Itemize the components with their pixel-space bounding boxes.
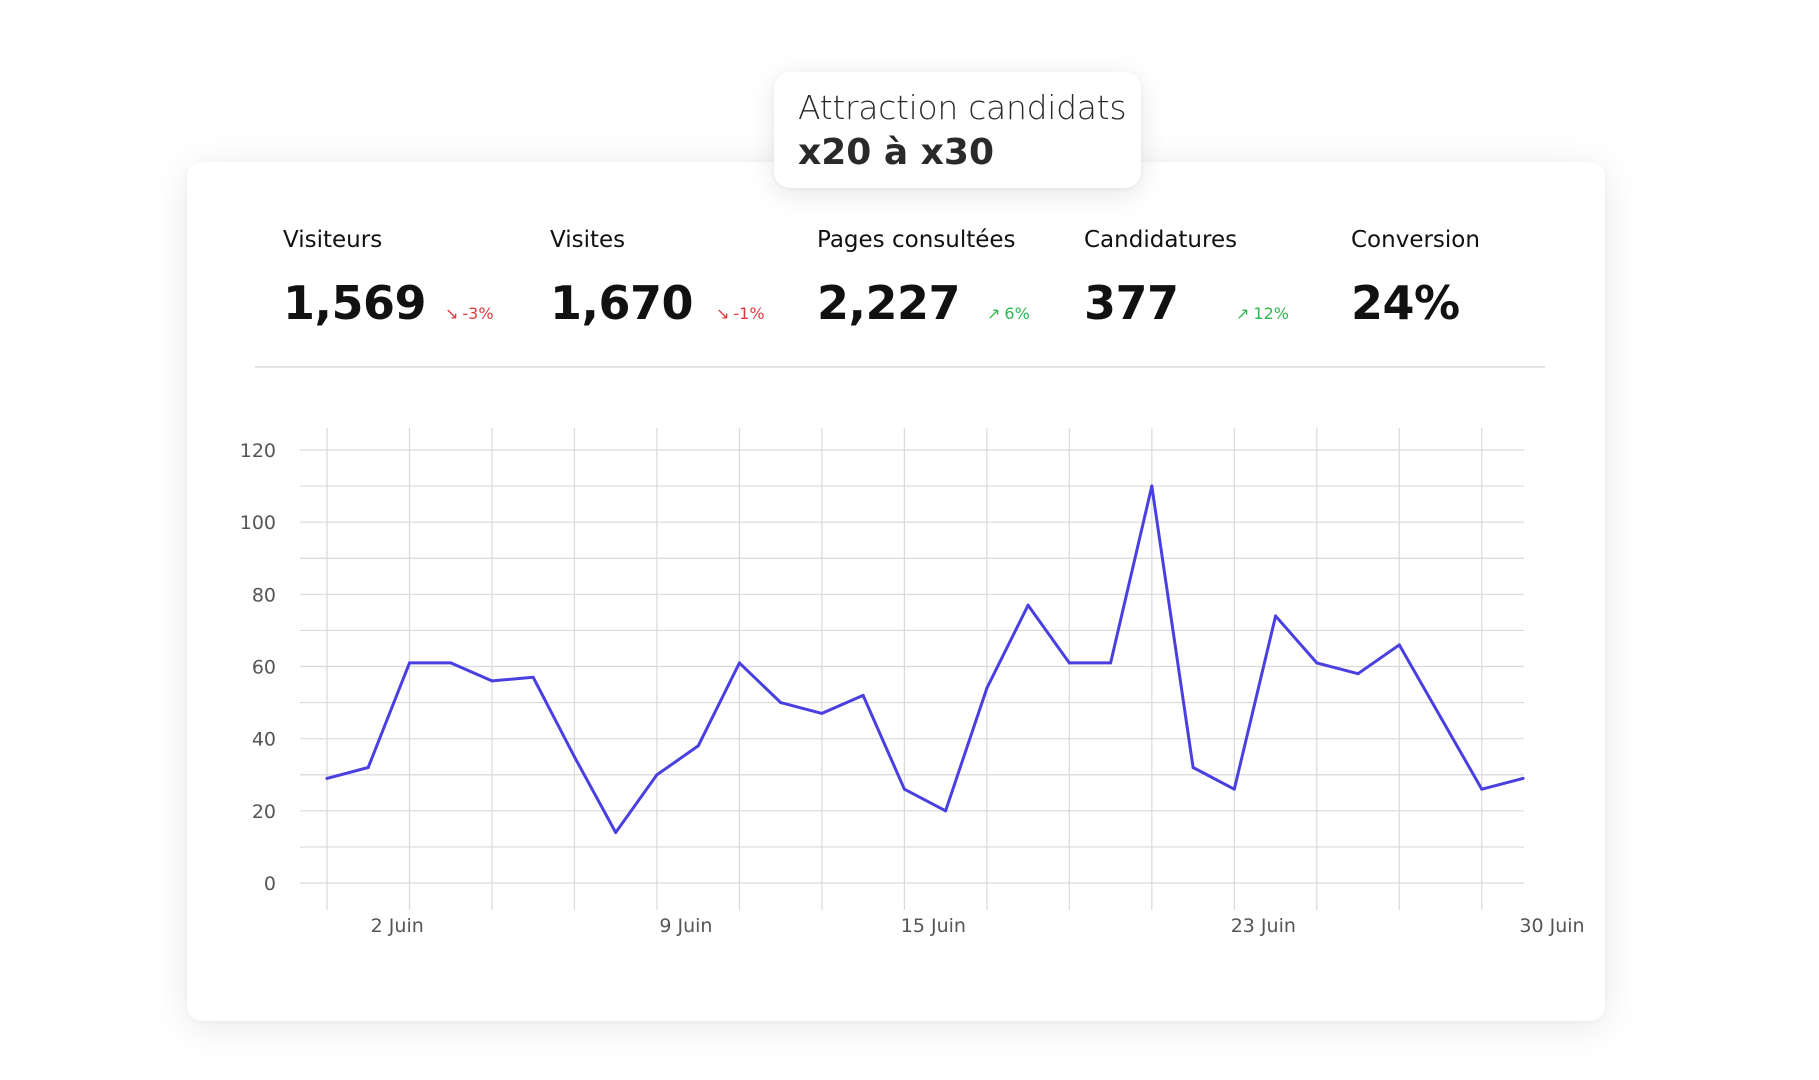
stat-delta: ↘ -3% xyxy=(445,304,494,323)
x-tick-label: 2 Juin xyxy=(371,915,424,937)
stat-pages-consultees: Pages consultées 2,227 ↗ 6% xyxy=(817,222,1085,332)
data-point xyxy=(1315,661,1319,665)
data-point xyxy=(861,693,865,697)
y-tick-label: 20 xyxy=(252,801,276,823)
arrow-up-icon: ↗ xyxy=(1236,304,1250,323)
data-point xyxy=(944,809,948,813)
data-point xyxy=(366,766,370,770)
stat-conversion: Conversion 24% xyxy=(1351,222,1619,332)
stat-label: Pages consultées xyxy=(817,227,1016,253)
y-tick-label: 120 xyxy=(240,440,276,462)
data-point xyxy=(572,755,576,759)
delta-value: -3% xyxy=(462,304,494,323)
stat-candidatures: Candidatures 377 ↗ 12% xyxy=(1084,222,1352,332)
data-point xyxy=(655,773,659,777)
x-tick-label: 15 Juin xyxy=(901,915,966,937)
stat-value: 377 xyxy=(1084,276,1179,330)
badge-title: Attraction candidats xyxy=(798,88,1127,127)
arrow-down-icon: ↘ xyxy=(716,304,730,323)
stat-label: Visites xyxy=(550,227,626,253)
data-point xyxy=(779,701,783,705)
data-point xyxy=(1232,787,1236,791)
stat-value: 2,227 xyxy=(817,276,961,330)
data-point xyxy=(1521,776,1525,780)
data-point xyxy=(820,711,824,715)
series-line xyxy=(325,484,1525,834)
data-point xyxy=(490,679,494,683)
data-point xyxy=(1026,603,1030,607)
data-point xyxy=(737,661,741,665)
stat-label: Conversion xyxy=(1351,227,1480,253)
data-point xyxy=(1067,661,1071,665)
data-point xyxy=(449,661,453,665)
data-point xyxy=(1480,787,1484,791)
data-point xyxy=(1150,484,1154,488)
data-point xyxy=(1274,614,1278,618)
analytics-card xyxy=(187,162,1605,1021)
stat-value: 1,569 xyxy=(283,276,427,330)
stat-value: 1,670 xyxy=(550,276,694,330)
stat-label: Visiteurs xyxy=(283,227,383,253)
badge-value: x20 à x30 xyxy=(798,132,994,173)
y-tick-label: 60 xyxy=(252,657,276,679)
data-point xyxy=(696,744,700,748)
delta-value: 12% xyxy=(1253,304,1289,323)
data-point xyxy=(1356,672,1360,676)
x-tick-label: 30 Juin xyxy=(1519,915,1584,937)
y-tick-label: 100 xyxy=(240,512,276,534)
arrow-up-icon: ↗ xyxy=(987,304,1001,323)
data-point xyxy=(1397,643,1401,647)
arrow-down-icon: ↘ xyxy=(445,304,459,323)
delta-value: -1% xyxy=(733,304,765,323)
stat-delta: ↗ 12% xyxy=(1236,304,1289,323)
stat-value: 24% xyxy=(1351,276,1460,330)
data-point xyxy=(1191,766,1195,770)
stats-divider xyxy=(255,366,1545,368)
data-point xyxy=(325,776,329,780)
data-point xyxy=(902,787,906,791)
data-point xyxy=(531,675,535,679)
data-point xyxy=(1439,715,1443,719)
stat-visiteurs: Visiteurs 1,569 ↘ -3% xyxy=(283,222,551,332)
y-tick-label: 80 xyxy=(252,584,276,606)
y-tick-label: 0 xyxy=(264,873,276,895)
data-point xyxy=(407,661,411,665)
stat-delta: ↘ -1% xyxy=(716,304,765,323)
x-tick-label: 23 Juin xyxy=(1231,915,1296,937)
delta-value: 6% xyxy=(1004,304,1030,323)
stat-label: Candidatures xyxy=(1084,227,1238,253)
data-point xyxy=(614,830,618,834)
data-point xyxy=(1109,661,1113,665)
data-point xyxy=(985,686,989,690)
highlight-badge: Attraction candidats x20 à x30 xyxy=(774,72,1141,188)
y-tick-label: 40 xyxy=(252,729,276,751)
stat-delta: ↗ 6% xyxy=(987,304,1030,323)
x-tick-label: 9 Juin xyxy=(659,915,712,937)
stat-visites: Visites 1,670 ↘ -1% xyxy=(550,222,818,332)
